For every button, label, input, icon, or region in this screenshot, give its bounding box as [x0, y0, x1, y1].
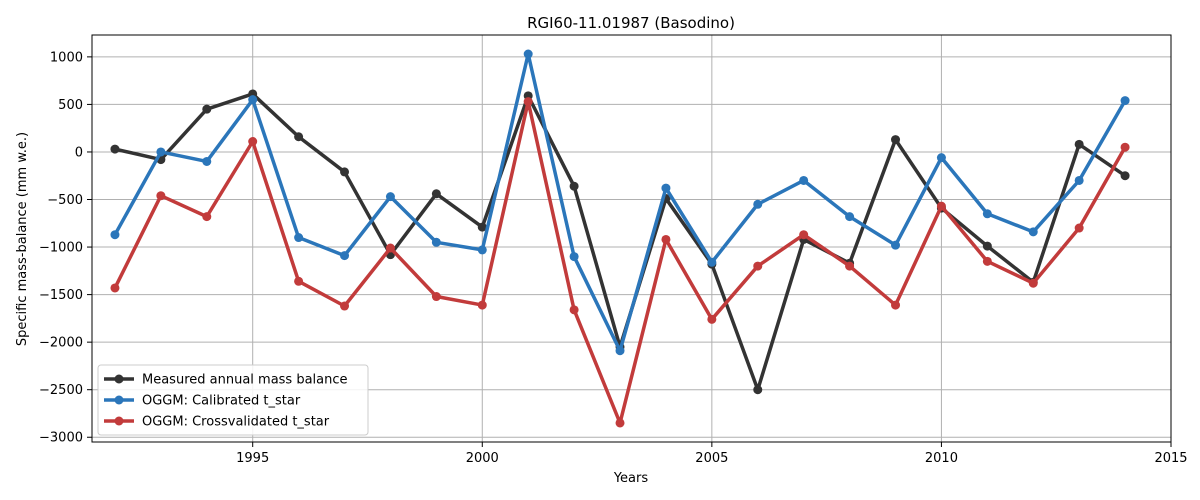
y-tick-label: 500: [58, 98, 83, 113]
data-point: [1120, 142, 1130, 152]
data-point: [431, 292, 441, 302]
data-point: [110, 144, 120, 154]
plot-series: [110, 49, 1130, 428]
data-point: [202, 156, 212, 166]
y-tick-label: −2500: [39, 383, 83, 398]
data-point: [982, 256, 992, 266]
data-point: [385, 192, 395, 202]
legend-label: OGGM: Crossvalidated t_star: [142, 415, 330, 430]
data-point: [707, 314, 717, 324]
data-point: [753, 261, 763, 271]
y-tick-label: 1000: [50, 50, 83, 65]
data-point: [891, 240, 901, 250]
data-point: [340, 167, 350, 177]
data-point: [340, 301, 350, 311]
y-tick-label: −2000: [39, 336, 83, 351]
data-point: [799, 175, 809, 185]
legend-label: OGGM: Calibrated t_star: [142, 394, 301, 409]
data-point: [799, 230, 809, 240]
legend: Measured annual mass balance OGGM: Calibr…: [97, 364, 369, 436]
legend-item: OGGM: Calibrated t_star: [104, 394, 301, 409]
data-point: [615, 418, 625, 428]
plot-frame: [91, 34, 1172, 443]
data-point: [156, 191, 166, 201]
data-point: [569, 181, 579, 191]
data-point: [477, 222, 487, 232]
y-tick-label: −3000: [39, 431, 83, 446]
data-point: [1074, 139, 1084, 149]
legend-label: Measured annual mass balance: [142, 373, 348, 388]
data-point: [707, 257, 717, 267]
legend-item: Measured annual mass balance: [104, 373, 348, 388]
data-point: [891, 300, 901, 310]
data-point: [1074, 175, 1084, 185]
data-point: [110, 283, 120, 293]
chart-title: RGI60-11.01987 (Basodino): [527, 14, 735, 32]
data-point: [661, 234, 671, 244]
data-point: [385, 243, 395, 253]
data-point: [1074, 223, 1084, 233]
data-point: [248, 95, 258, 105]
data-point: [202, 212, 212, 222]
data-point: [202, 104, 212, 114]
x-tick-label: 2015: [1154, 451, 1187, 466]
data-point: [477, 300, 487, 310]
data-point: [845, 261, 855, 271]
data-point: [569, 305, 579, 315]
data-point: [1120, 96, 1130, 106]
data-point: [294, 233, 304, 243]
x-axis-label: Years: [613, 471, 649, 486]
data-point: [523, 97, 533, 107]
x-tick-label: 1995: [236, 451, 269, 466]
data-point: [110, 230, 120, 240]
data-point: [569, 252, 579, 262]
y-tick-label: −1000: [39, 241, 83, 256]
data-point: [936, 201, 946, 211]
data-point: [1028, 278, 1038, 288]
data-point: [661, 183, 671, 193]
legend-marker: [114, 374, 124, 384]
data-point: [156, 147, 166, 157]
y-tick-label: 0: [75, 145, 83, 160]
series-3: [110, 97, 1130, 428]
x-tick-label: 2010: [925, 451, 958, 466]
data-point: [477, 245, 487, 255]
data-point: [753, 385, 763, 395]
legend-item: OGGM: Crossvalidated t_star: [104, 415, 330, 430]
data-point: [753, 199, 763, 209]
axis-ticks: 1995 2000 2005 2010 2015 −3000 −2500 −2000 −1500…: [39, 50, 1188, 466]
data-point: [615, 346, 625, 356]
data-point: [431, 237, 441, 247]
data-point: [1028, 227, 1038, 237]
data-point: [294, 132, 304, 142]
y-axis-label: Specific mass-balance (mm w.e.): [15, 132, 30, 346]
series-line: [113, 52, 1127, 353]
data-point: [248, 137, 258, 147]
data-point: [936, 153, 946, 163]
data-point: [845, 212, 855, 222]
data-point: [982, 209, 992, 219]
data-point: [523, 49, 533, 59]
series-2: [110, 49, 1130, 356]
legend-marker: [114, 416, 124, 426]
data-point: [431, 189, 441, 199]
legend-box: [97, 364, 369, 436]
data-point: [1120, 171, 1130, 181]
data-point: [340, 251, 350, 261]
x-tick-label: 2005: [695, 451, 728, 466]
y-tick-label: −500: [47, 193, 83, 208]
y-tick-label: −1500: [39, 288, 83, 303]
legend-marker: [114, 395, 124, 405]
data-point: [982, 241, 992, 251]
x-tick-label: 2000: [466, 451, 499, 466]
data-point: [891, 135, 901, 145]
data-point: [294, 276, 304, 286]
